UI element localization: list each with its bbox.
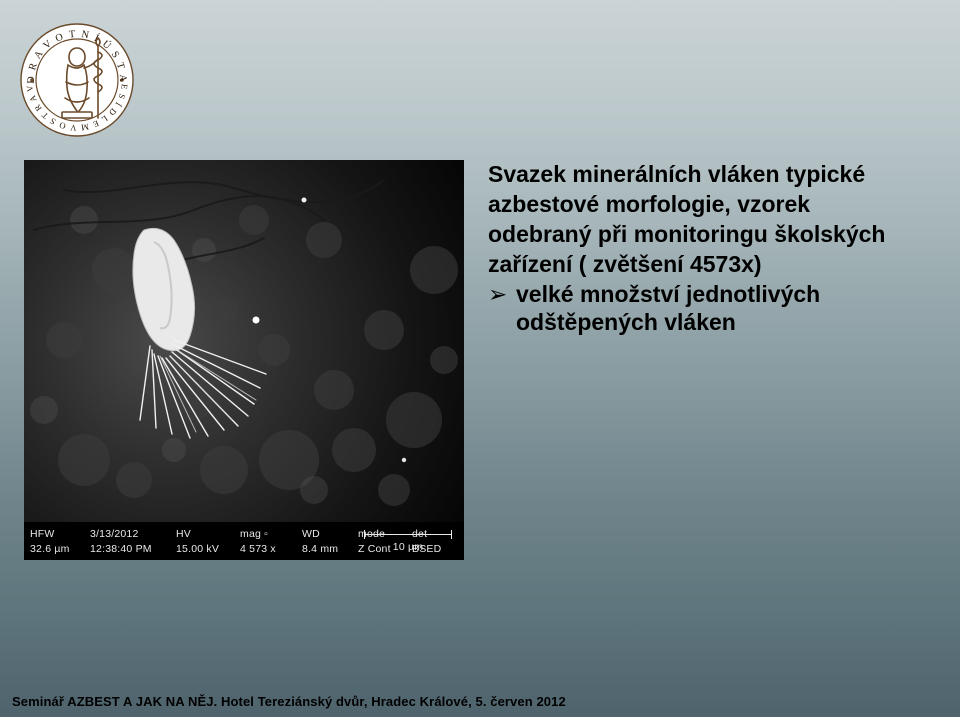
slide: Z D R A V O T N Í Ú S T A V S E S Í D L … xyxy=(0,0,960,717)
val-time: 12:38:40 PM xyxy=(90,542,164,556)
sem-micrograph xyxy=(24,160,464,522)
desc-line-4: zařízení ( zvětšení 4573x) xyxy=(488,250,936,278)
logo-svg: Z D R A V O T N Í Ú S T A V S E S Í D L … xyxy=(18,2,136,142)
sem-image: HFW 3/13/2012 HV mag ▫ WD mode det 32.6 … xyxy=(24,160,464,560)
description-text: Svazek minerálních vláken typické azbest… xyxy=(488,160,936,336)
scale-bar: 10 µm xyxy=(364,526,452,556)
scale-label: 10 µm xyxy=(364,540,452,554)
desc-line-2: azbestové morfologie, vzorek xyxy=(488,190,936,218)
desc-line-3: odebraný při monitoringu školských xyxy=(488,220,936,248)
val-hv: 15.00 kV xyxy=(176,542,228,556)
institution-logo: Z D R A V O T N Í Ú S T A V S E S Í D L … xyxy=(18,2,136,142)
val-mag: 4 573 x xyxy=(240,542,290,556)
val-wd: 8.4 mm xyxy=(302,542,346,556)
desc-line-1: Svazek minerálních vláken typické xyxy=(488,160,936,188)
bullet-1: velké množství jednotlivých odštěpených … xyxy=(488,280,936,336)
hdr-hv: HV xyxy=(176,527,228,541)
hdr-hfw: HFW xyxy=(30,527,78,541)
bullet-1-line-b: odštěpených vláken xyxy=(516,309,736,335)
footer-text: Seminář AZBEST A JAK NA NĚJ. Hotel Terez… xyxy=(12,694,566,709)
hdr-wd: WD xyxy=(302,527,346,541)
val-hfw: 32.6 µm xyxy=(30,542,78,556)
sem-info-bar: HFW 3/13/2012 HV mag ▫ WD mode det 32.6 … xyxy=(24,522,464,560)
hdr-date: 3/13/2012 xyxy=(90,527,164,541)
hdr-mag: mag ▫ xyxy=(240,527,290,541)
bullet-1-line-a: velké množství jednotlivých xyxy=(516,281,820,307)
